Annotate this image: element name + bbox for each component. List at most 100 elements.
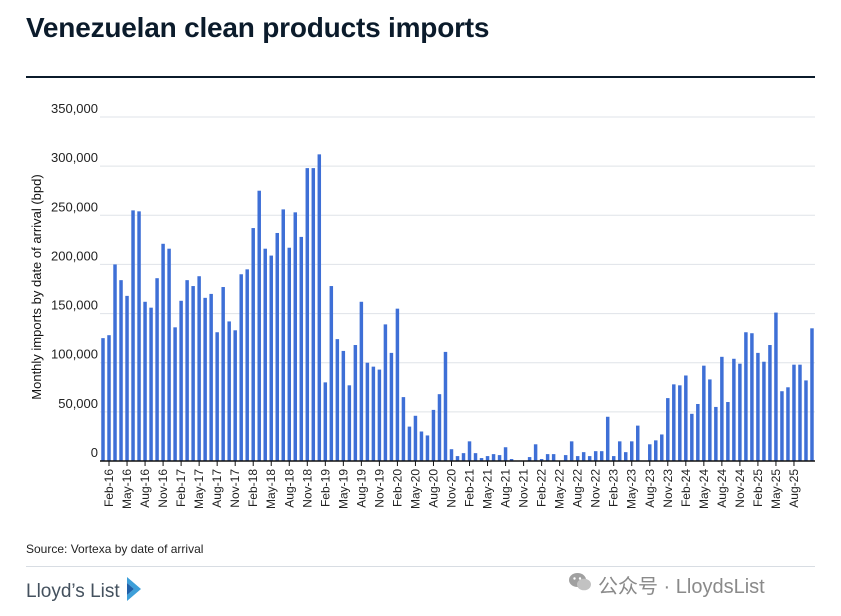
x-tick-label: Nov-21 — [517, 469, 531, 508]
bar-Feb-24 — [684, 375, 688, 461]
wechat-icon — [568, 571, 592, 598]
bar-Jun-18 — [275, 232, 279, 461]
gridlines — [100, 116, 815, 413]
bar-Mar-21 — [473, 453, 478, 461]
x-tick-label: May-20 — [408, 469, 422, 509]
page-title: Venezuelan clean products imports — [26, 12, 490, 43]
bar-Jun-25 — [780, 391, 784, 461]
bar-Aug-19 — [359, 301, 364, 461]
x-tick-label: Feb-23 — [607, 469, 621, 507]
x-tick-label: Feb-17 — [174, 469, 188, 507]
bar-Jan-20 — [389, 352, 394, 461]
bar-Apr-23 — [623, 452, 628, 461]
bar-Jul-20 — [425, 435, 430, 461]
x-tick-label: Feb-21 — [463, 469, 477, 507]
bar-May-24 — [702, 365, 706, 461]
bar-Dec-22 — [599, 451, 604, 461]
bars — [101, 154, 814, 462]
bar-Aug-25 — [792, 364, 796, 461]
bar-Apr-25 — [768, 345, 772, 461]
bar-Dec-17 — [239, 274, 243, 461]
bar-Sep-23 — [654, 440, 658, 461]
x-tick-label: Nov-24 — [733, 469, 747, 508]
bar-Aug-24 — [720, 356, 724, 461]
bar-Feb-25 — [756, 352, 760, 461]
bar-Oct-23 — [660, 434, 664, 461]
bar-Aug-23 — [648, 444, 652, 461]
x-tick-label: Nov-22 — [589, 469, 603, 508]
bar-Mar-17 — [185, 280, 189, 461]
y-tick-label: 300,000 — [51, 150, 98, 165]
bar-Aug-17 — [215, 332, 219, 461]
x-tick-label: Aug-16 — [138, 469, 152, 508]
bar-Oct-22 — [587, 456, 592, 461]
x-tick-label: Aug-21 — [499, 469, 513, 508]
bar-Feb-21 — [467, 441, 472, 461]
bar-Jul-18 — [281, 209, 285, 461]
bar-Nov-19 — [377, 369, 382, 461]
bar-Jul-21 — [497, 455, 502, 461]
bar-Sep-17 — [221, 287, 225, 461]
bar-Oct-25 — [804, 380, 808, 461]
bar-Nov-23 — [666, 398, 670, 461]
bar-Feb-22 — [539, 459, 544, 461]
y-tick-label: 200,000 — [51, 248, 98, 263]
x-tick-label: Aug-25 — [787, 469, 801, 508]
bar-Sep-22 — [581, 452, 586, 461]
x-tick-label: Feb-25 — [751, 469, 765, 507]
bar-Feb-16 — [107, 335, 111, 461]
bar-May-18 — [269, 255, 273, 461]
x-tick-label: Nov-18 — [300, 469, 314, 508]
bar-Jul-19 — [353, 345, 358, 461]
bar-Jun-23 — [636, 425, 640, 461]
bar-Jun-22 — [563, 455, 568, 461]
source-note: Source: Vortexa by date of arrival — [26, 542, 204, 556]
footer-divider — [26, 566, 815, 567]
bar-Dec-21 — [527, 457, 532, 461]
bar-Mar-16 — [113, 264, 117, 461]
bar-Jun-24 — [708, 379, 712, 461]
x-tick-label: Nov-17 — [228, 469, 242, 508]
bar-Dec-24 — [744, 332, 748, 461]
bar-Jan-21 — [461, 453, 466, 461]
bar-Mar-23 — [617, 441, 622, 461]
x-tick-label: Feb-22 — [535, 469, 549, 507]
bar-Apr-20 — [407, 426, 412, 461]
bar-Oct-20 — [443, 351, 448, 461]
bar-Jan-17 — [173, 327, 177, 461]
bar-Feb-18 — [251, 228, 255, 461]
watermark-text: 公众号 · LloydsList — [598, 576, 765, 598]
bar-Mar-20 — [401, 397, 406, 461]
bar-Nov-25 — [810, 328, 814, 461]
bar-Jul-24 — [714, 406, 718, 461]
x-tick-label: May-17 — [192, 469, 206, 509]
bar-Jan-18 — [245, 269, 249, 461]
bar-May-20 — [413, 415, 418, 461]
bar-Jul-16 — [137, 211, 141, 461]
bar-Aug-16 — [143, 301, 147, 461]
bar-Nov-16 — [161, 243, 165, 461]
bar-May-23 — [630, 441, 634, 461]
bar-Aug-21 — [503, 447, 508, 461]
bar-Nov-22 — [593, 451, 598, 461]
bar-Jul-25 — [786, 387, 790, 461]
bar-Aug-18 — [287, 247, 291, 461]
bar-Feb-23 — [611, 456, 616, 461]
bar-Apr-16 — [119, 280, 123, 461]
bar-Nov-17 — [233, 330, 237, 461]
bar-Jan-16 — [101, 338, 105, 461]
x-axis-ticks: Feb-16 May-16 Aug-16 Nov-16 Feb-17 May-17 Aug-… — [102, 461, 801, 509]
y-axis-label: Monthly imports by date of arrival (bpd) — [29, 174, 44, 399]
bar-Jan-19 — [317, 154, 322, 461]
bar-Mar-18 — [257, 190, 261, 461]
x-tick-label: Aug-22 — [571, 469, 585, 508]
x-tick-label: Feb-20 — [390, 469, 404, 507]
bar-Feb-17 — [179, 300, 183, 461]
bar-May-19 — [341, 350, 346, 461]
bar-Oct-24 — [732, 358, 736, 461]
bar-Sep-18 — [293, 212, 298, 461]
bar-Jan-23 — [605, 416, 610, 461]
x-tick-label: May-22 — [553, 469, 567, 509]
bar-Aug-20 — [431, 409, 436, 461]
bar-Apr-17 — [191, 286, 195, 461]
